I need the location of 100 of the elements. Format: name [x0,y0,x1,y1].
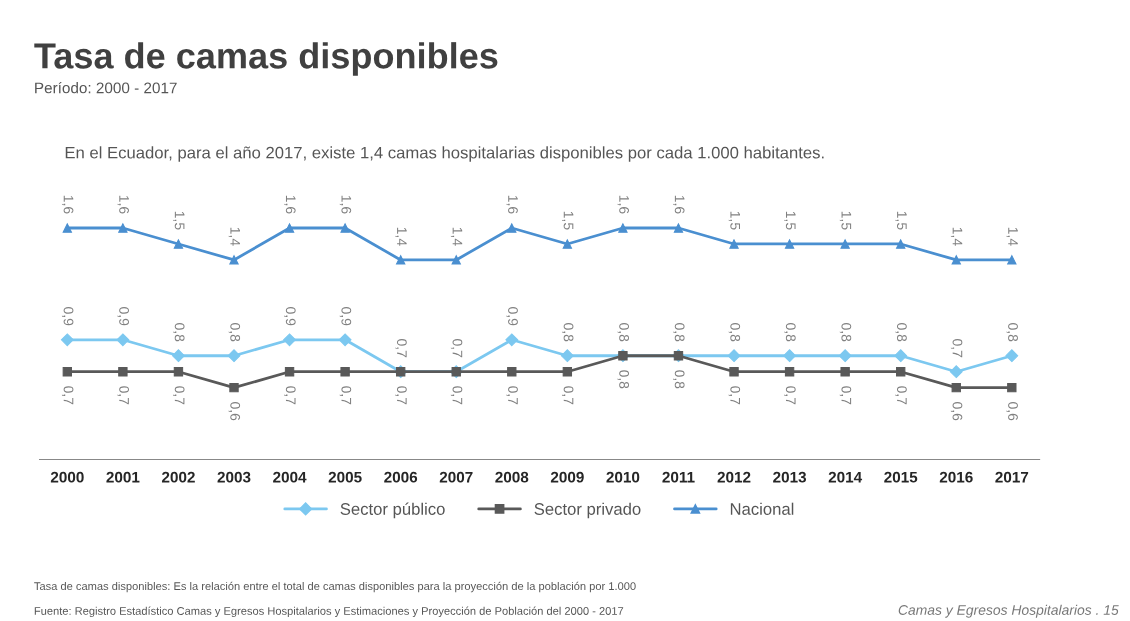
point [284,367,295,377]
point [729,239,739,249]
point [62,223,73,233]
point [338,333,352,347]
point [840,367,850,377]
data-label: 1,6 [117,195,129,214]
data-label: 0,7 [284,386,296,405]
point [1007,383,1017,393]
data-label: 0,9 [117,307,129,326]
chart-subtitle: Período: 2000 - 2017 [35,81,177,94]
point [727,349,741,363]
x-tick-label: 2005 [328,471,362,483]
data-label: 0,7 [117,386,129,405]
point [562,367,573,377]
point [618,223,628,233]
data-label: 0,7 [395,339,407,358]
data-label: 0,6 [228,402,241,421]
point [562,239,573,249]
data-label: 0,8 [228,323,241,342]
legend-label: Sector privado [534,502,641,519]
data-label: 0,8 [673,323,685,342]
source-note: Fuente: Registro Estadístico Camas y Egresos Hospitalarios y Estimaciones y Proyección de Población del 2000 - 2017 [34,606,624,618]
point [783,349,796,363]
x-tick-label: 2014 [828,471,863,483]
point [173,367,184,377]
point [227,349,241,363]
data-label: 0,7 [506,386,518,405]
x-tick-label: 2004 [273,471,307,483]
data-label: 0,7 [339,386,352,405]
point [505,333,519,347]
x-tick-label: 2002 [161,471,195,483]
point [229,255,239,265]
point [118,223,128,233]
data-label: 0,9 [339,307,352,326]
point [173,239,184,249]
point [284,223,295,233]
x-tick-label: 2013 [773,471,807,483]
point [62,367,73,377]
point [507,367,517,377]
data-label: 0,8 [728,323,741,342]
data-label: 0,7 [450,339,463,358]
point [894,349,908,363]
data-label: 1,4 [228,227,240,246]
data-label: 1,5 [173,211,185,230]
x-tick-label: 2003 [217,471,251,483]
x-tick-label: 2010 [606,471,640,483]
legend-label: Nacional [730,502,794,515]
point [1007,255,1017,265]
legend-label: Sector público [340,502,445,519]
point [283,333,296,347]
data-label: 0,6 [1006,402,1018,421]
point [784,239,795,249]
x-tick-label: 2007 [439,471,473,483]
data-label: 1,4 [1006,227,1018,246]
point [340,367,350,377]
point [1005,349,1019,363]
data-label: 0,7 [450,386,463,405]
data-label: 0,7 [173,386,185,405]
data-label: 1,6 [284,195,296,214]
point [784,367,795,377]
data-label: 0,7 [61,386,74,405]
point [951,383,961,393]
data-label: 0,7 [950,339,963,358]
data-label: 1,5 [784,211,796,230]
text: En el Ecuador, para el año 2017, existe 1,4 camas hospitalarias disponibles por cada 1.000 habitantes. [65,146,824,162]
point [340,223,350,233]
x-tick-label: 2012 [717,471,751,483]
data-label: 0,8 [673,370,685,389]
point [507,223,517,233]
data-label: 1,6 [339,195,352,214]
x-tick-label: 2006 [384,471,418,483]
data-label: 0,8 [173,323,185,342]
data-label: 0,8 [895,323,907,342]
data-label: 0,9 [61,307,74,326]
data-label: 1,5 [561,211,574,230]
data-label: 0,7 [895,386,907,405]
data-label: 0,8 [784,323,796,342]
data-label: 0,7 [728,386,741,405]
data-label: 1,5 [839,211,852,230]
data-label: 0,8 [1006,323,1018,342]
point [840,239,850,249]
x-tick-label: 2000 [50,471,84,483]
x-tick-label: 2008 [495,471,529,483]
data-label: 0,9 [284,307,296,326]
data-label: 0,8 [561,323,574,342]
chart-title: Tasa de camas disponibles [34,42,498,76]
x-tick-label: 2015 [884,471,918,483]
data-label: 1,6 [673,195,685,214]
point [118,367,128,377]
data-label: 1,6 [617,195,630,214]
x-tick-label: 2017 [995,471,1029,483]
data-label: 0,7 [561,386,574,405]
text: Tasa de camas disponibles: Es la relación entre el total de camas disponibles para la proyección de la población por 1.000 [34,581,636,593]
point [838,349,852,363]
data-label: 0,7 [784,386,796,405]
data-label: 1,4 [395,227,407,246]
point [896,239,906,249]
x-tick-label: 2001 [106,471,140,483]
point [395,255,406,265]
point [229,383,239,393]
